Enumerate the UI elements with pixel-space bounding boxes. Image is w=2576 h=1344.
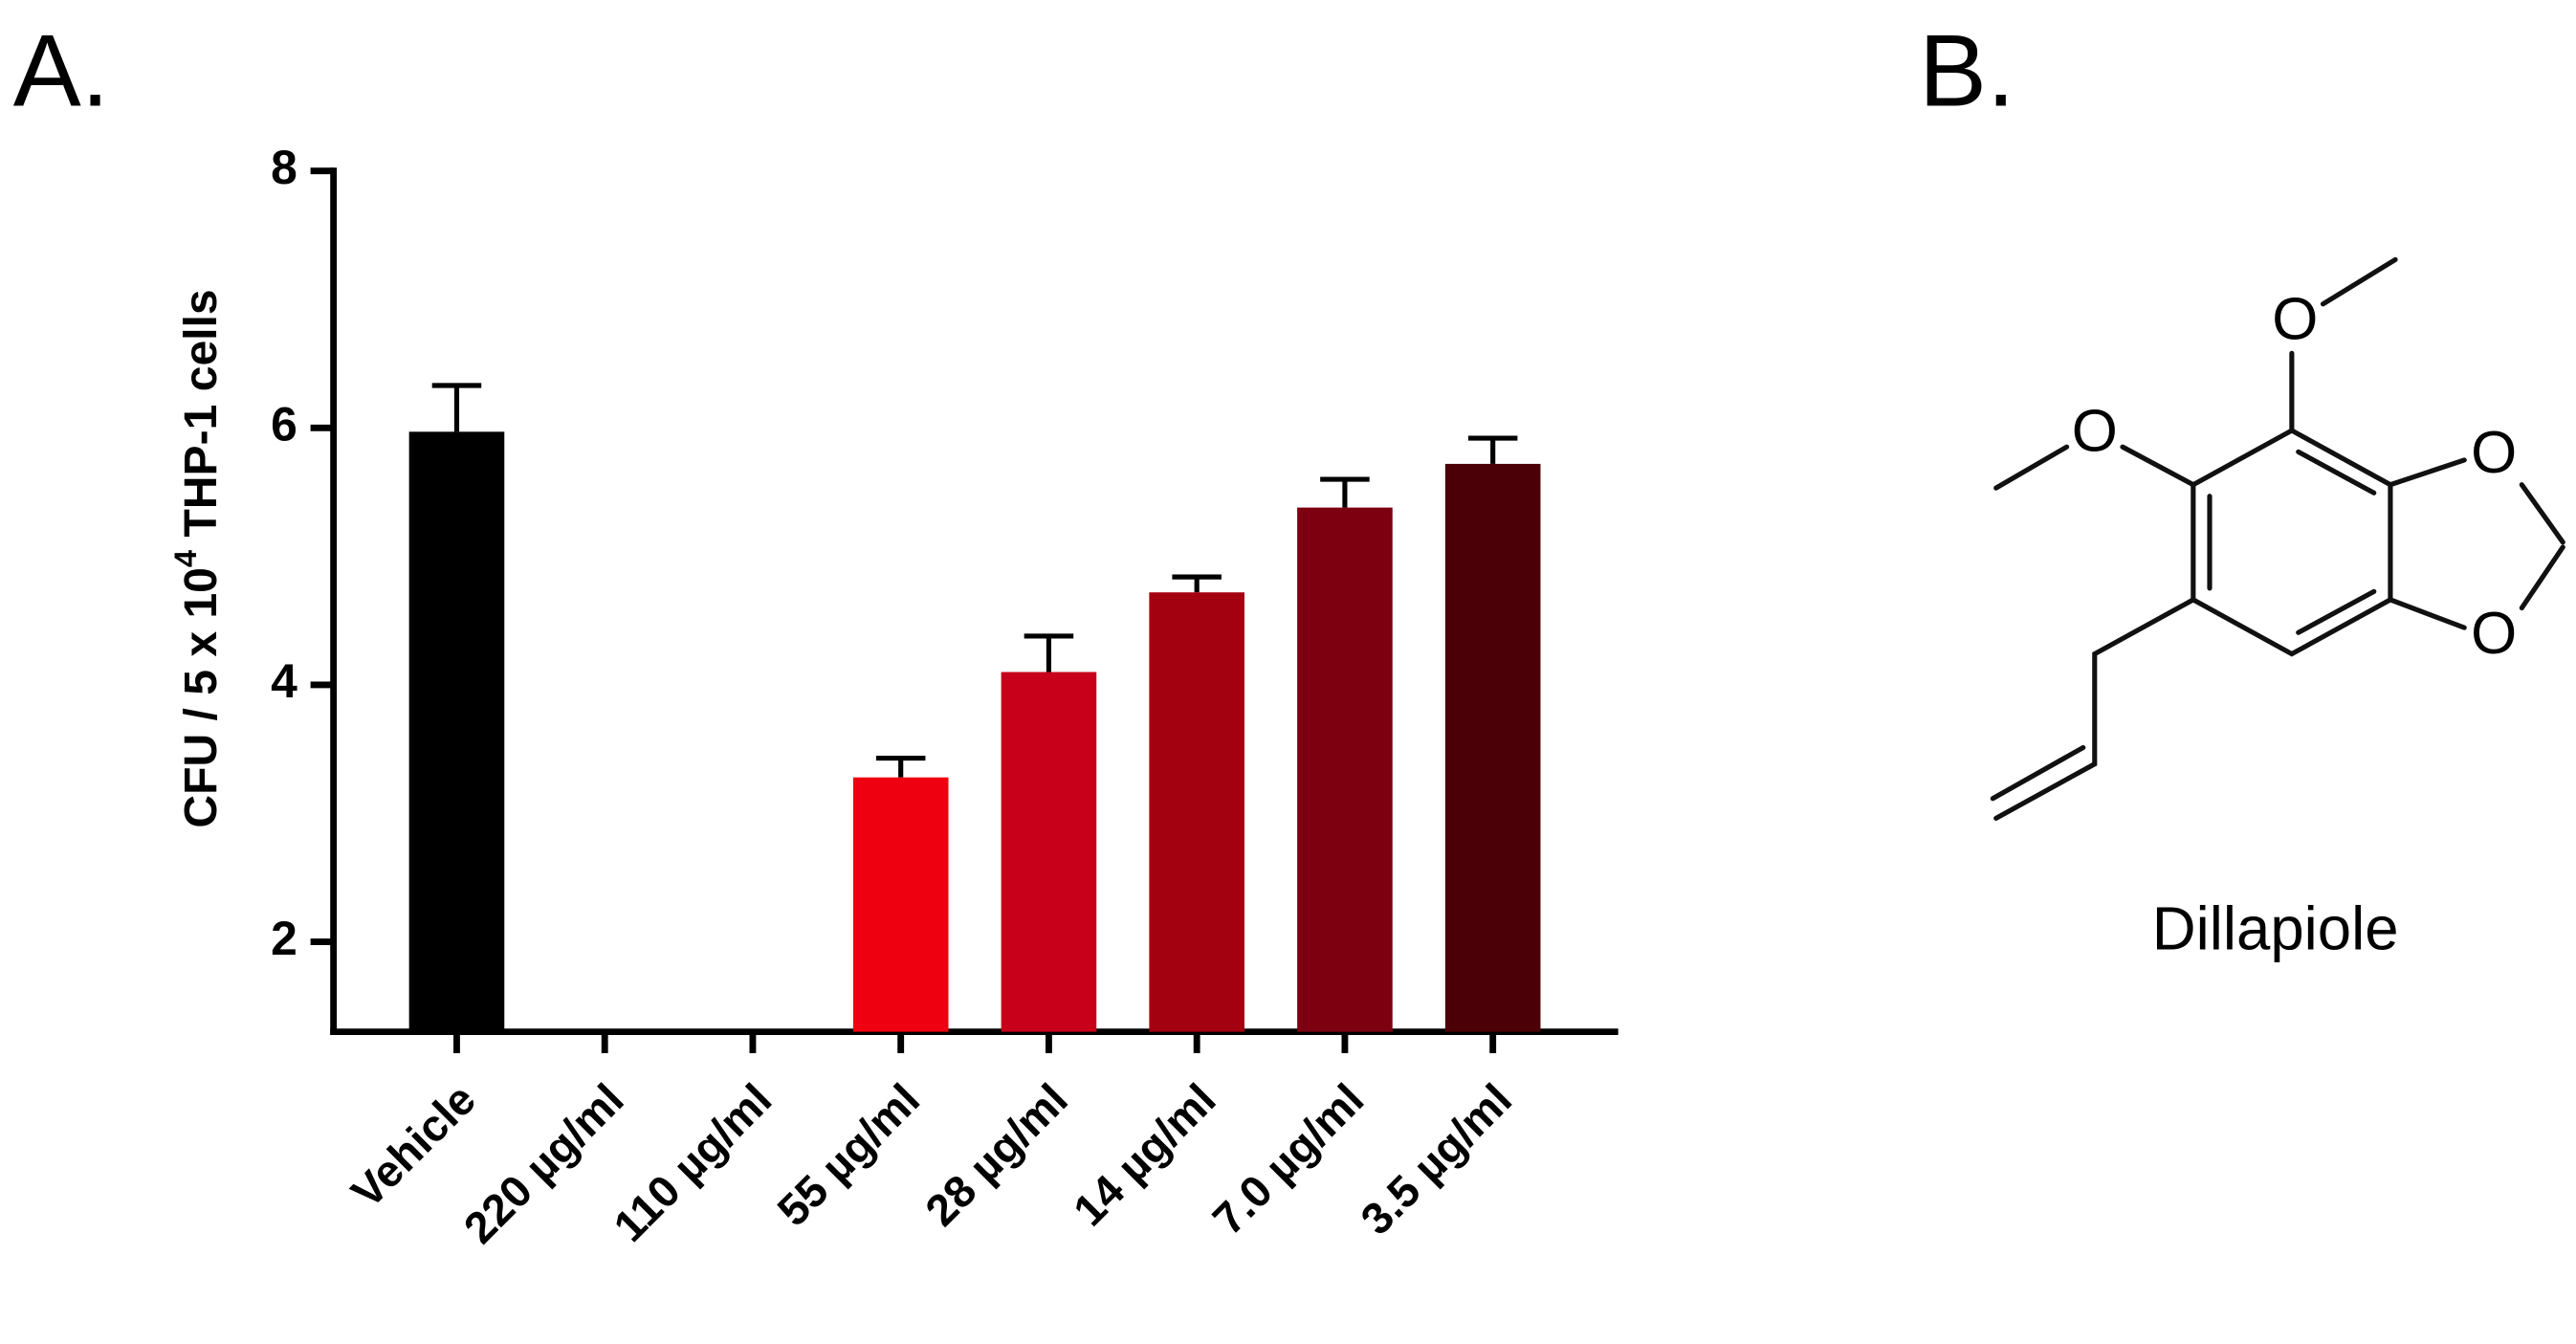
x-tick-label: 7.0 µg/ml	[1203, 1074, 1374, 1245]
ring	[2191, 428, 2393, 657]
bond	[1990, 744, 2086, 802]
bar	[1149, 592, 1244, 1032]
x-tick-label: 3.5 µg/ml	[1351, 1074, 1521, 1245]
bond	[2120, 444, 2196, 488]
y-label-part: THP-1 cells	[175, 289, 227, 550]
bond	[1993, 444, 2070, 491]
y-label-superscript: 4	[166, 550, 202, 567]
atom: O	[2471, 420, 2517, 486]
bond	[2296, 588, 2377, 635]
molecule: O O O O Dillapiole	[1990, 256, 2565, 962]
bar	[852, 777, 949, 1032]
bar	[408, 431, 505, 1032]
y-axis-label: CFU / 5 x 104 THP-1 cells	[166, 289, 226, 827]
x-tick-label: 14 µg/ml	[1064, 1074, 1225, 1236]
panel-label: A.	[13, 14, 110, 128]
x-tick-label: 220 µg/ml	[454, 1074, 633, 1253]
x-tick-label: Vehicle	[341, 1074, 485, 1218]
bar	[1444, 463, 1541, 1032]
bar	[1001, 672, 1097, 1032]
atom: O	[2272, 287, 2318, 353]
bond	[2388, 597, 2467, 630]
bond	[2388, 457, 2467, 488]
y-label-part: CFU / 5 x 10	[175, 567, 227, 828]
atom: O	[2471, 601, 2517, 667]
y-tick-label: 4	[271, 654, 297, 708]
x-tick-label: 28 µg/ml	[915, 1074, 1077, 1236]
x-tick-label: 110 µg/ml	[604, 1074, 781, 1251]
bond	[2519, 482, 2565, 545]
y-tick-label: 8	[271, 141, 297, 194]
panel-label: B.	[1919, 14, 2015, 128]
bond	[2320, 256, 2398, 307]
atom: O	[2072, 399, 2118, 465]
y-tick-label: 6	[271, 397, 297, 451]
bond	[2519, 544, 2565, 611]
bond	[1993, 597, 2196, 821]
molecule-name: Dillapiole	[2152, 894, 2399, 962]
bond	[2296, 449, 2377, 496]
y-tick-label: 2	[271, 912, 297, 965]
bar	[1297, 507, 1393, 1032]
x-tick-label: 55 µg/ml	[768, 1074, 930, 1236]
